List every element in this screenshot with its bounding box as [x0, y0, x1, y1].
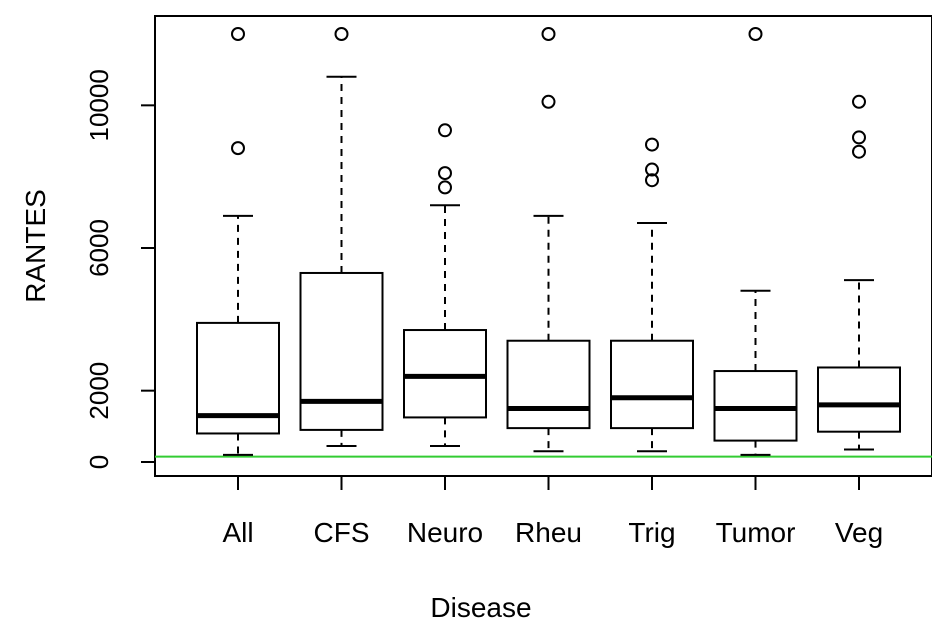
outlier-point — [438, 166, 452, 181]
box-iqr — [817, 366, 901, 433]
x-tick-label: Neuro — [407, 517, 483, 548]
box-veg — [817, 94, 901, 451]
x-tick-label: Trig — [628, 517, 675, 548]
box-iqr — [713, 370, 798, 442]
outlier-point — [645, 162, 659, 177]
outlier-point — [541, 94, 556, 109]
outlier-point — [645, 173, 659, 188]
x-tick-label: Veg — [835, 517, 883, 548]
x-tick-label: Rheu — [515, 517, 582, 548]
y-axis-title: RANTES — [20, 189, 51, 303]
box-cfs — [299, 27, 384, 447]
outlier-point — [334, 27, 349, 41]
outlier-point — [231, 141, 245, 156]
outlier-point — [438, 123, 452, 138]
outlier-point — [541, 27, 556, 41]
outlier-point — [231, 27, 245, 41]
box-iqr — [610, 339, 694, 430]
box-iqr — [506, 339, 591, 430]
outlier-point — [852, 94, 866, 109]
plot-area-frame — [154, 15, 932, 477]
x-axis-title: Disease — [430, 592, 531, 619]
outlier-point — [438, 180, 452, 195]
x-axis: All CFS Neuro Rheu Trig Tumor Veg — [222, 476, 883, 548]
box-iqr — [403, 329, 487, 419]
y-tick-label: 10000 — [84, 69, 114, 141]
box-all — [196, 27, 280, 456]
box-iqr — [299, 271, 384, 431]
outlier-point — [852, 130, 866, 145]
box-trig — [610, 137, 694, 453]
y-tick-label: 2000 — [84, 362, 114, 420]
outlier-point — [748, 27, 763, 41]
y-axis: 0 2000 6000 10000 — [84, 69, 155, 469]
y-tick-label: 0 — [84, 455, 114, 469]
x-tick-label: All — [222, 517, 253, 548]
outlier-point — [852, 144, 866, 159]
box-rheu — [506, 27, 591, 453]
boxes-layer — [196, 27, 901, 456]
box-tumor — [713, 27, 798, 456]
x-tick-label: CFS — [314, 517, 370, 548]
box-neuro — [403, 123, 487, 447]
outlier-point — [645, 137, 659, 152]
x-tick-label: Tumor — [716, 517, 796, 548]
y-tick-label: 6000 — [84, 219, 114, 277]
